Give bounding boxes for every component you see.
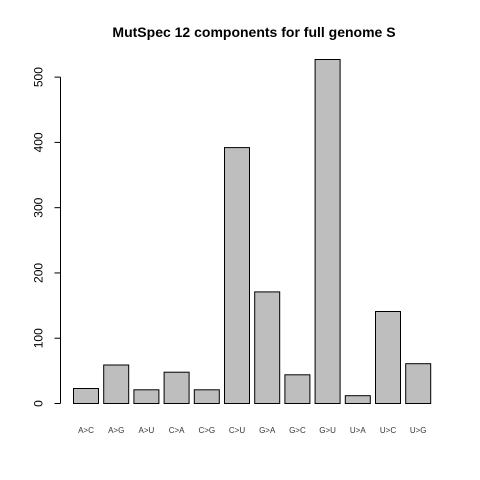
x-category-label-A-to-C: A>C	[78, 426, 94, 435]
bar-C-to-U	[224, 147, 250, 404]
x-category-label-U-to-C: U>C	[380, 426, 396, 435]
y-tick-label-0: 0	[32, 400, 46, 407]
y-tick-label-300: 300	[32, 197, 46, 217]
category-labels: A>C A>G A>U C>A C>G C>U G>A G>C G>U U>A U>C U>G	[78, 426, 426, 435]
y-tick-label-100: 100	[32, 328, 46, 348]
bar-A-to-C	[73, 388, 99, 404]
x-category-label-G-to-U: G>U	[319, 426, 336, 435]
bar-G-to-U	[314, 59, 341, 404]
bars	[73, 59, 432, 405]
x-category-label-C-to-G: C>G	[198, 426, 215, 435]
bar-G-to-C	[284, 374, 311, 404]
x-category-label-U-to-G: U>G	[410, 426, 427, 435]
chart-title: MutSpec 12 components for full genome S	[112, 24, 395, 40]
bar-G-to-A	[254, 291, 281, 404]
y-tick-label-200: 200	[32, 263, 46, 283]
x-category-label-U-to-A: U>A	[350, 426, 366, 435]
bar-A-to-U	[133, 389, 160, 404]
bar-C-to-A	[163, 371, 190, 405]
x-category-label-A-to-U: A>U	[139, 426, 155, 435]
y-tick-label-400: 400	[32, 132, 46, 152]
x-category-label-A-to-G: A>G	[108, 426, 124, 435]
x-category-label-G-to-C: G>C	[289, 426, 306, 435]
x-category-label-C-to-A: C>A	[169, 426, 185, 435]
x-category-label-C-to-U: C>U	[229, 426, 245, 435]
bar-U-to-C	[375, 311, 401, 404]
bar-C-to-G	[193, 389, 220, 404]
bar-A-to-G	[103, 364, 130, 404]
y-tick-label-500: 500	[32, 67, 46, 87]
bar-U-to-G	[405, 363, 432, 405]
bar-U-to-A	[344, 395, 371, 405]
x-category-label-G-to-A: G>A	[259, 426, 276, 435]
y-axis: 0 100 200 300 400 500	[32, 67, 61, 407]
